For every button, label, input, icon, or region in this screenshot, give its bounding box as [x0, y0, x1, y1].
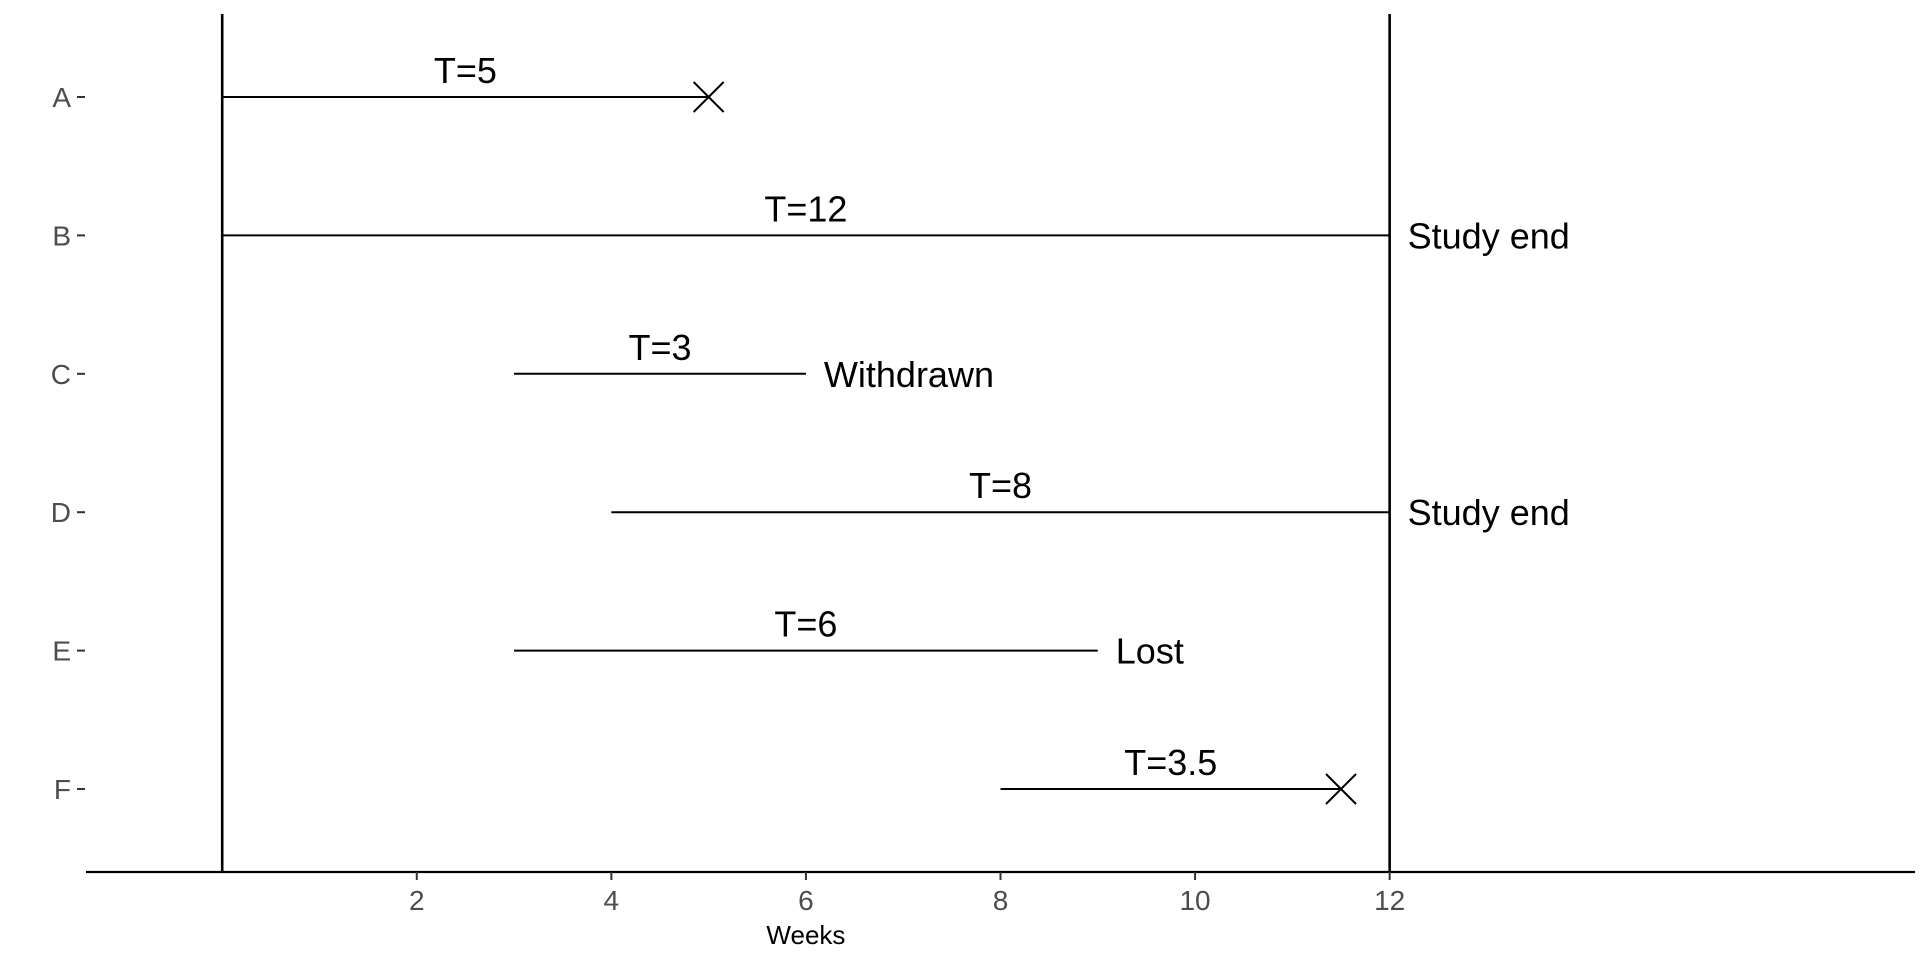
segment-label: T=6: [774, 604, 837, 645]
y-axis: A B C D E F: [51, 82, 85, 805]
x-tick-label: 6: [798, 885, 814, 916]
segment-label: T=3: [628, 327, 691, 368]
segment-label: T=5: [434, 50, 497, 91]
y-tick-label: B: [52, 220, 71, 251]
segments: T=5 T=12 Study end T=3 Withdrawn T=8 Study end…: [222, 50, 1570, 805]
x-tick-label: 2: [409, 885, 425, 916]
y-tick-label: F: [54, 774, 71, 805]
censor-reason-label: Study end: [1408, 492, 1570, 533]
y-tick-label: E: [52, 636, 71, 667]
x-tick-label: 4: [604, 885, 620, 916]
reference-lines: [220, 14, 1391, 872]
x-tick-label: 10: [1179, 885, 1210, 916]
censor-reason-label: Lost: [1116, 631, 1184, 672]
event-cross-marker: [692, 81, 725, 113]
y-tick-label: A: [52, 82, 71, 113]
segment-label: T=8: [969, 465, 1032, 506]
censor-reason-label: Study end: [1408, 215, 1570, 256]
event-cross-marker: [1325, 773, 1357, 805]
y-tick-label: C: [51, 359, 71, 390]
x-tick-label: 8: [993, 885, 1009, 916]
segment-label: T=3.5: [1124, 742, 1217, 783]
segment-label: T=12: [764, 188, 847, 229]
x-tick-label: 12: [1374, 885, 1405, 916]
x-axis: Weeks 2 4 6 8 10 12: [86, 870, 1915, 950]
y-tick-label: D: [51, 497, 71, 528]
x-axis-title: Weeks: [766, 920, 845, 950]
censor-reason-label: Withdrawn: [824, 354, 994, 395]
